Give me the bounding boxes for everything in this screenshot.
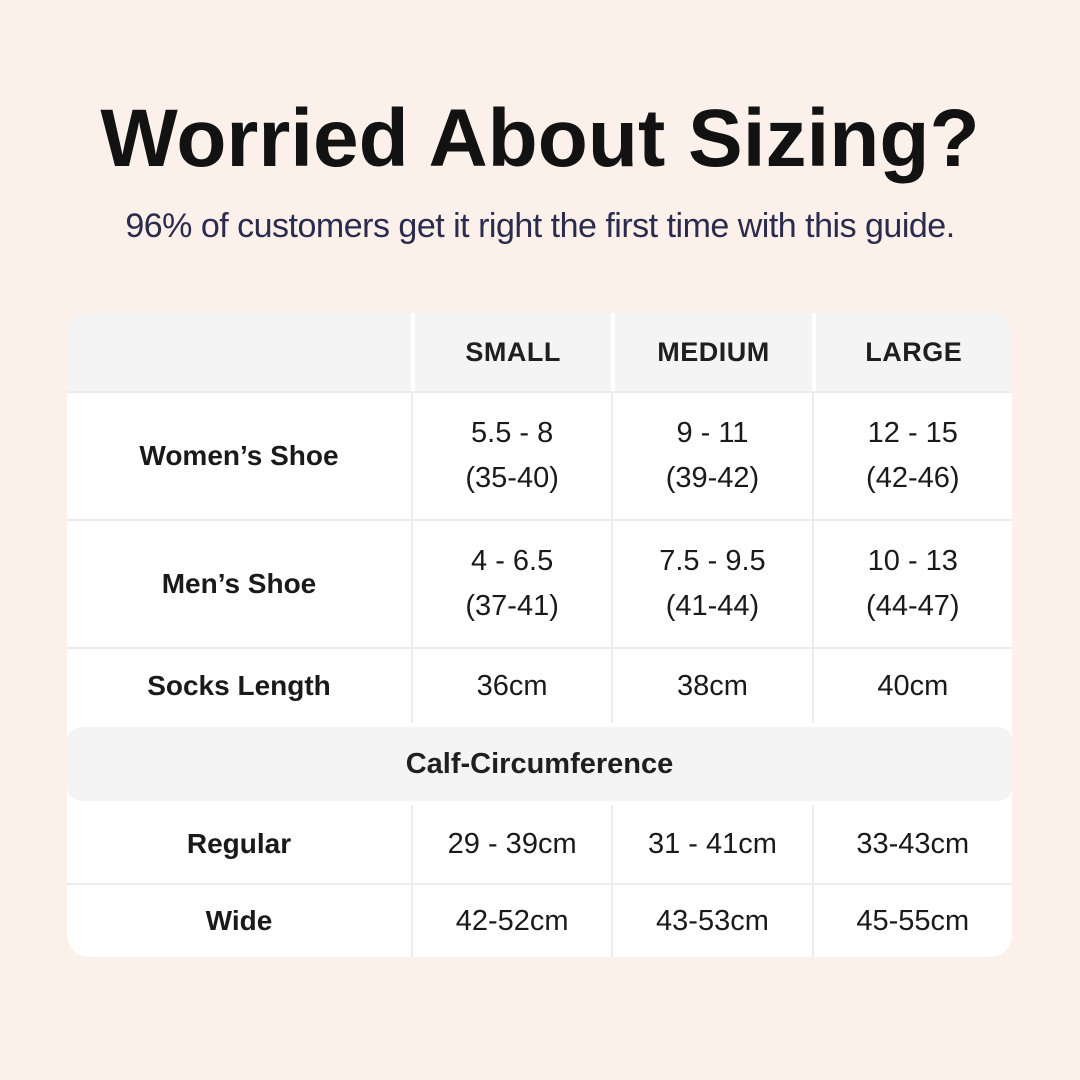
row-label: Men’s Shoe (161, 568, 317, 599)
size-chart-card: SMALL MEDIUM LARGE Women’s Shoe 5.5 - 8 … (67, 313, 1012, 957)
col-header-small: SMALL (410, 313, 612, 391)
column-header-row: SMALL MEDIUM LARGE (67, 313, 1012, 391)
col-header-medium: MEDIUM (611, 313, 812, 391)
cell-mens-small: 4 - 6.5 (37-41) (410, 521, 611, 647)
cell-wide-large: 45-55cm (811, 885, 1012, 957)
cell-regular-small: 29 - 39cm (410, 805, 611, 883)
page-title: Worried About Sizing? (100, 93, 980, 184)
cell-wide-small: 42-52cm (410, 885, 611, 957)
table-row-wide: Wide 42-52cm 43-53cm 45-55cm (67, 883, 1012, 957)
row-label: Wide (205, 905, 273, 936)
cell-womens-small: 5.5 - 8 (35-40) (410, 393, 611, 519)
cell-wide-medium: 43-53cm (611, 885, 811, 957)
row-label: Socks Length (147, 670, 331, 701)
row-label: Women’s Shoe (139, 440, 339, 471)
cell-socks-medium: 38cm (611, 649, 811, 723)
cell-womens-medium: 9 - 11 (39-42) (611, 393, 811, 519)
row-label: Regular (186, 828, 292, 859)
cell-socks-small: 36cm (410, 649, 611, 723)
table-row-regular: Regular 29 - 39cm 31 - 41cm 33-43cm (67, 805, 1012, 883)
col-header-blank (67, 313, 411, 391)
cell-womens-large: 12 - 15 (42-46) (811, 393, 1012, 519)
table-row-womens-shoe: Women’s Shoe 5.5 - 8 (35-40) 9 - 11 (39-… (67, 391, 1012, 519)
table-row-socks-length: Socks Length 36cm 38cm 40cm (67, 647, 1012, 723)
cell-mens-medium: 7.5 - 9.5 (41-44) (611, 521, 811, 647)
col-header-large: LARGE (811, 313, 1012, 391)
cell-regular-large: 33-43cm (811, 805, 1012, 883)
cell-socks-large: 40cm (811, 649, 1012, 723)
cell-mens-large: 10 - 13 (44-47) (811, 521, 1012, 647)
section-header-wrap: Calf-Circumference (67, 723, 1012, 805)
cell-regular-medium: 31 - 41cm (611, 805, 811, 883)
page-subtitle: 96% of customers get it right the first … (125, 207, 955, 245)
table-row-mens-shoe: Men’s Shoe 4 - 6.5 (37-41) 7.5 - 9.5 (41… (67, 519, 1012, 647)
section-header-calf-circumference: Calf-Circumference (67, 727, 1012, 801)
